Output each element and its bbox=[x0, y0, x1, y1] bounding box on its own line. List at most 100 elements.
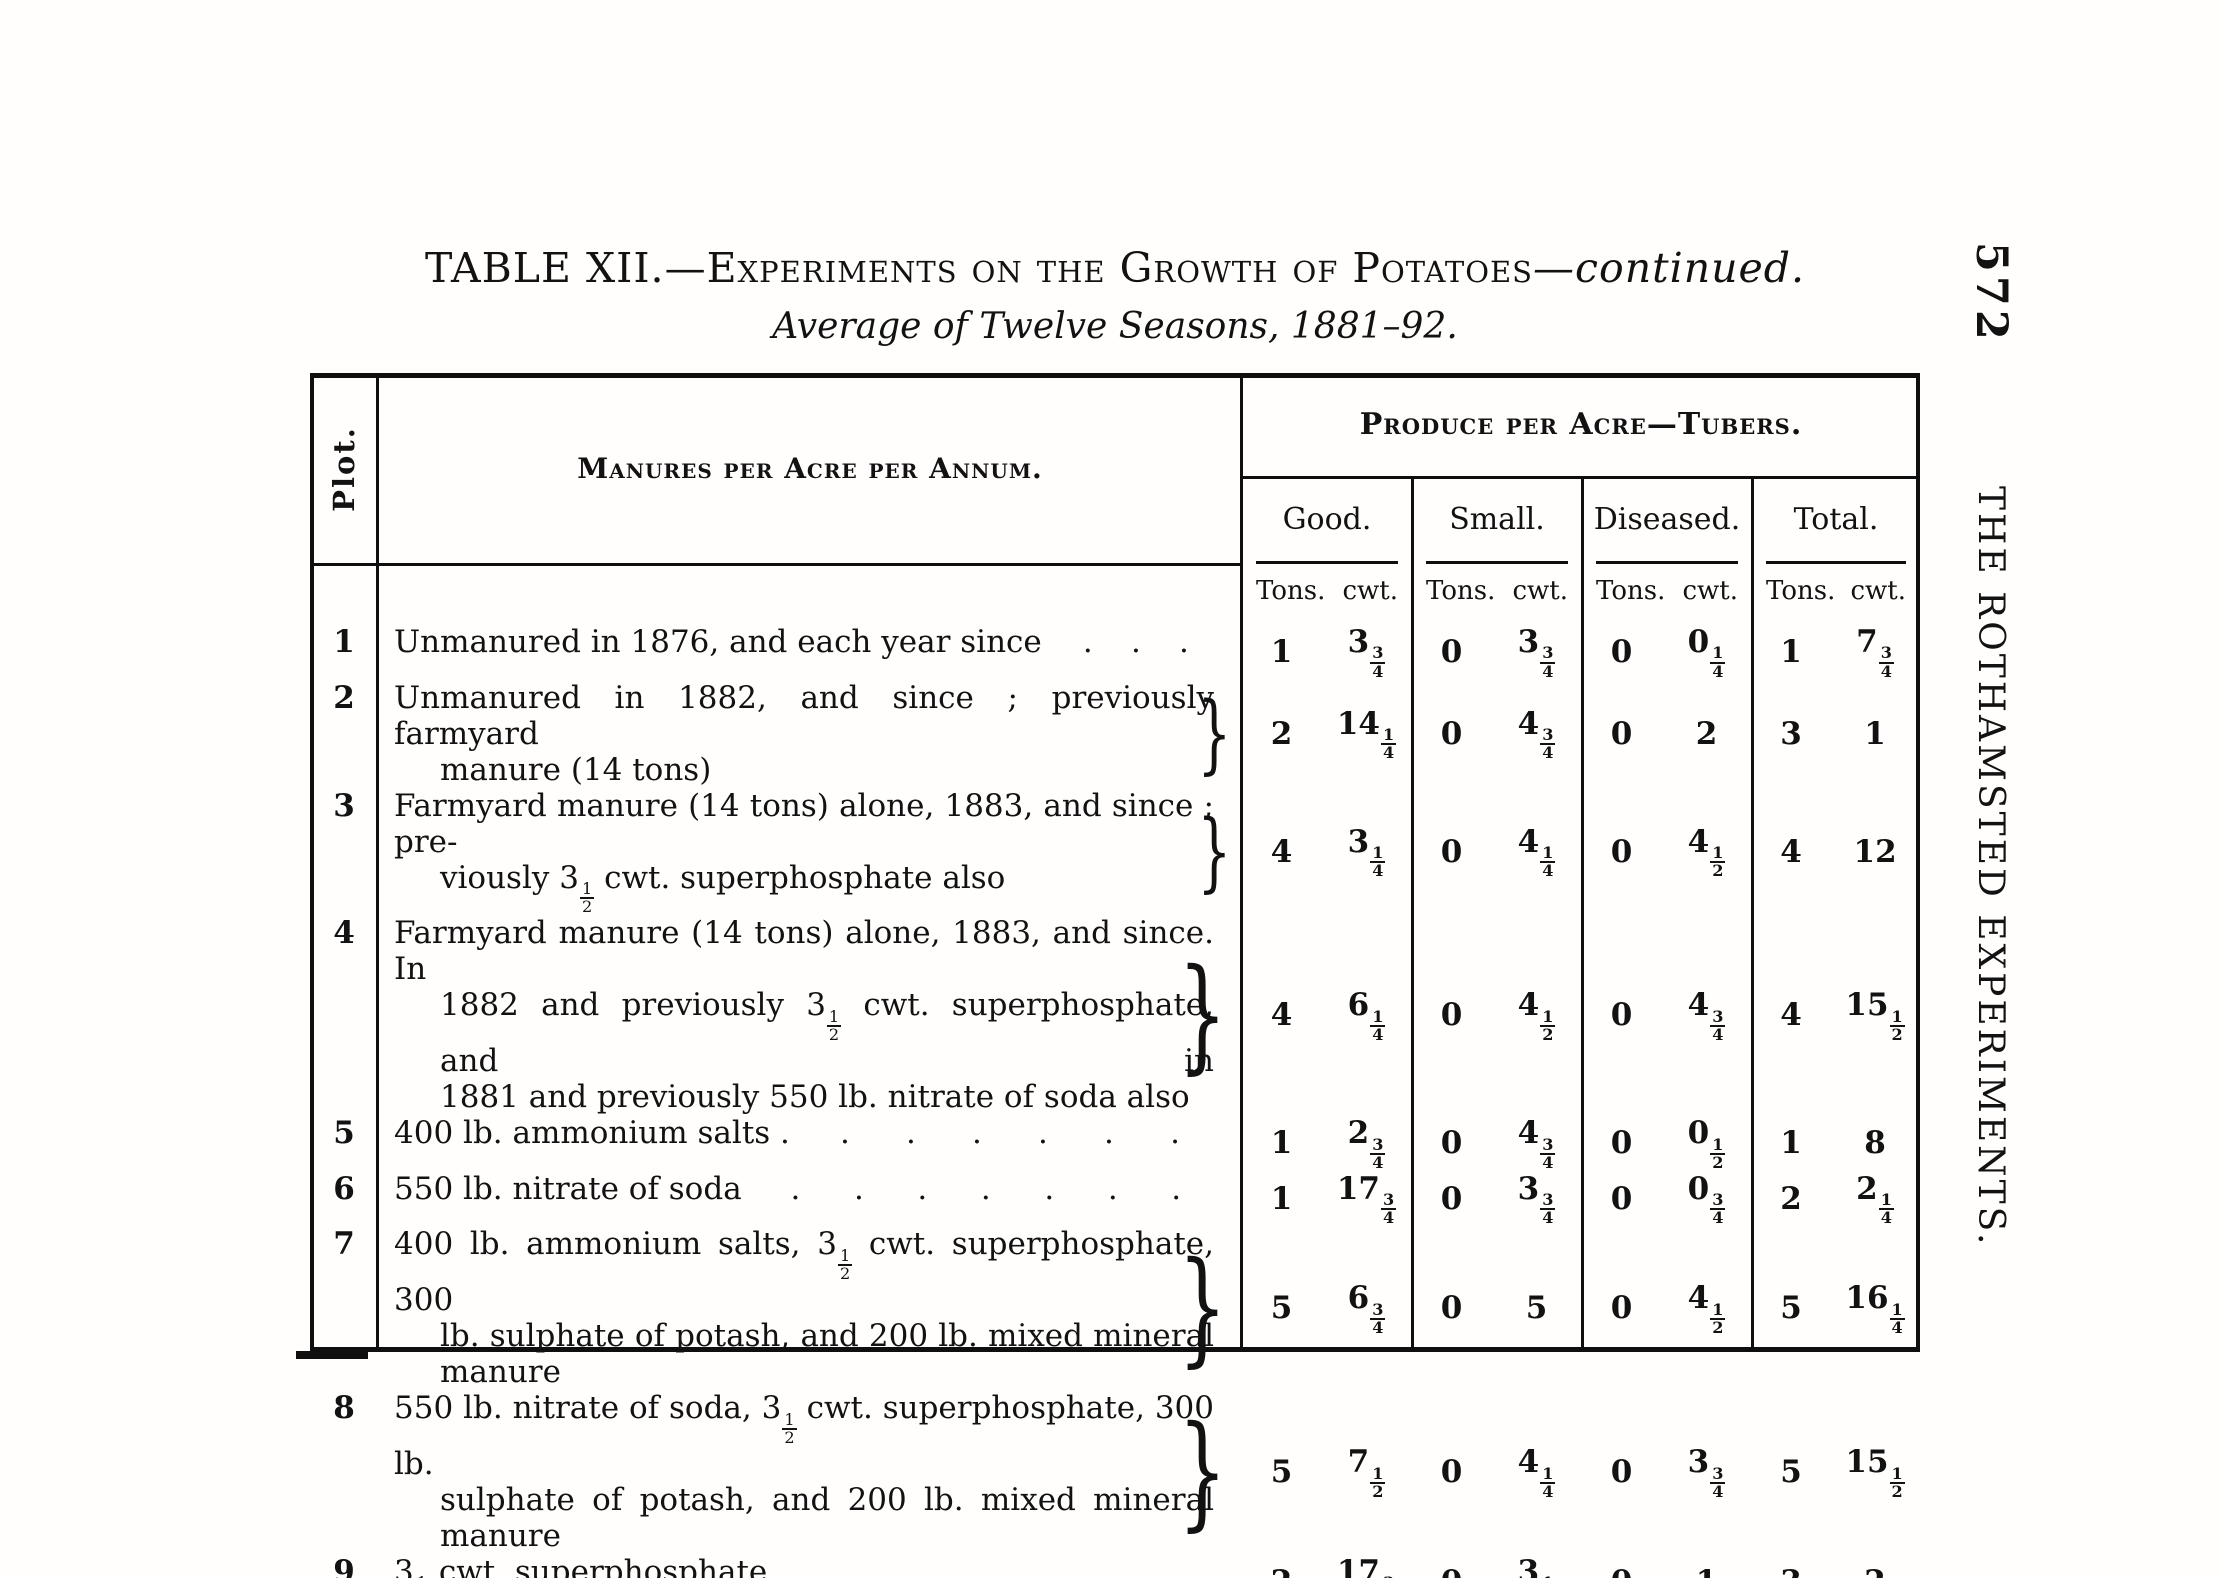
plot-number: 8 bbox=[333, 1390, 355, 1427]
leader-dots: ...... bbox=[837, 1553, 1180, 1578]
manure-line: manure bbox=[440, 1517, 561, 1554]
manure-description: 550 lb. nitrate of soda....... bbox=[378, 1171, 1242, 1227]
manures-column-header: Manures per Acre per Annum. bbox=[577, 451, 1043, 485]
tons-value: 0 bbox=[1440, 1453, 1463, 1490]
plot-number: 2 bbox=[333, 679, 355, 716]
tons-value: 4 bbox=[1780, 833, 1802, 870]
tons-value: 5 bbox=[1780, 1290, 1802, 1327]
produce-column-label: Diseased. bbox=[1582, 476, 1752, 564]
cell-small: 0314 bbox=[1412, 1554, 1582, 1578]
cell-good: 1 17 3 4 bbox=[1242, 1171, 1412, 1227]
cwt-value: 15 1 2 bbox=[1845, 987, 1905, 1044]
manure-line: manure bbox=[440, 1354, 561, 1391]
table-row: 4 Farmyard manure (14 tons) alone, 1883, … bbox=[310, 915, 1920, 1115]
tons-value: 0 bbox=[1610, 633, 1633, 670]
tons-value: 0 bbox=[1610, 833, 1633, 870]
manure-line: Unmanured in 1882, and since ; previousl… bbox=[394, 679, 1214, 752]
manure-description: Unmanured in 1876, and each year since..… bbox=[378, 624, 1242, 680]
manure-line: 550 lb. nitrate of soda....... bbox=[394, 1171, 1214, 1207]
cell-good: 2 14 1 4 bbox=[1242, 680, 1412, 788]
units-row: Tons. cwt. Tons. cwt. Tons. cwt. Tons. cwt. bbox=[1242, 563, 1920, 618]
tons-value: 0 bbox=[1440, 1290, 1463, 1327]
page-title: TABLE XII.—Experiments on the Growth of … bbox=[310, 244, 1920, 292]
tons-value: 3 bbox=[1780, 715, 1802, 752]
tons-value: 0 bbox=[1582, 1564, 1661, 1578]
data-table: Plot. Manures per Acre per Annum. Produc… bbox=[296, 373, 1920, 1578]
plot-number: 3 bbox=[333, 787, 355, 824]
fraction: 12 bbox=[415, 1575, 429, 1578]
tons-value: 0 bbox=[1440, 997, 1463, 1034]
plot-number: 7 bbox=[333, 1226, 355, 1263]
cwt-value: 12 bbox=[1853, 833, 1897, 870]
tons-value: 0 bbox=[1610, 1124, 1633, 1161]
plot-number: 6 bbox=[333, 1170, 355, 1207]
table-border-left bbox=[310, 373, 314, 1352]
unit-cell: Tons. cwt. bbox=[1242, 563, 1412, 618]
manure-line: 312 cwt. superphosphate ....... bbox=[394, 1554, 1214, 1578]
running-head: THE ROTHAMSTED EXPERIMENTS. bbox=[1970, 486, 2011, 1248]
table-title-continued: —continued. bbox=[1533, 244, 1806, 292]
brace: } bbox=[1197, 801, 1232, 902]
unit-cwt-label: cwt. bbox=[1850, 575, 1906, 606]
tons-value: 0 bbox=[1440, 633, 1463, 670]
small-diseased-separator bbox=[1581, 476, 1584, 1347]
cell-total: 4 15 1 2 bbox=[1752, 915, 1920, 1115]
tons-value: 0 bbox=[1412, 1564, 1491, 1578]
tons-value: 5 bbox=[1270, 1290, 1293, 1327]
cwt-value: 1 bbox=[1864, 715, 1886, 752]
tons-value: 2 bbox=[1242, 1564, 1321, 1578]
tons-value: 3 bbox=[1752, 1564, 1830, 1578]
tons-value: 4 bbox=[1780, 997, 1802, 1034]
cwt-value: 2 bbox=[1830, 1564, 1920, 1578]
manure-description: Unmanured in 1882, and since ; previousl… bbox=[378, 680, 1242, 788]
plot-column-separator bbox=[376, 378, 379, 1347]
tons-value: 0 bbox=[1610, 715, 1633, 752]
tons-value: 0 bbox=[1610, 1180, 1633, 1217]
manure-description: Farmyard manure (14 tons) alone, 1883, a… bbox=[378, 915, 1242, 1115]
cell-total: 5 16 1 4 bbox=[1752, 1226, 1920, 1390]
unit-tons-label: Tons. bbox=[1596, 575, 1666, 606]
tons-value: 0 bbox=[1610, 997, 1633, 1034]
tons-value: 2 bbox=[1780, 1180, 1802, 1217]
